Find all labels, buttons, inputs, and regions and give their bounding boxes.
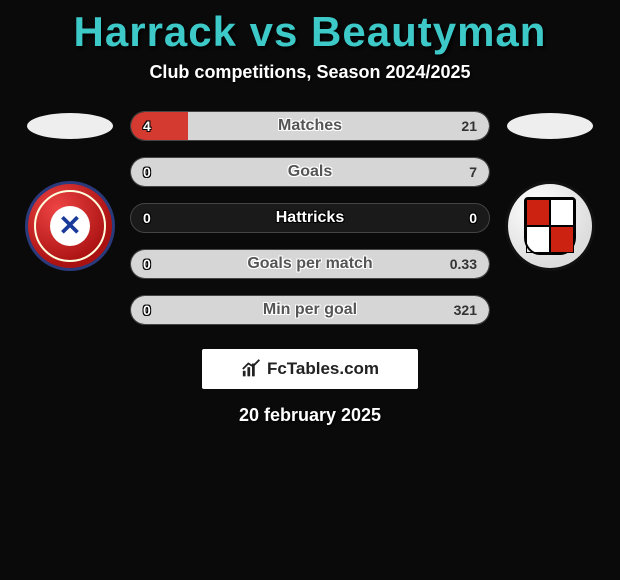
stat-label: Matches (278, 117, 342, 135)
stat-value-right: 21 (461, 118, 477, 134)
stat-label: Goals per match (247, 255, 372, 273)
stat-bar: 0 321 Min per goal (130, 295, 490, 325)
stat-value-right: 321 (454, 302, 477, 318)
stat-value-left: 0 (143, 302, 151, 318)
stat-value-right: 0.33 (450, 256, 477, 272)
stat-bars: 4 21 Matches 0 7 Goals 0 0 Hattricks 0 0.33 Goals p… (130, 111, 490, 325)
stat-value-right: 0 (469, 210, 477, 226)
subtitle: Club competitions, Season 2024/2025 (0, 62, 620, 83)
branding-badge: FcTables.com (202, 349, 418, 389)
right-flag-icon (507, 113, 593, 139)
right-player-side (490, 111, 610, 325)
stat-value-left: 4 (143, 118, 151, 134)
date-text: 20 february 2025 (0, 405, 620, 426)
stat-label: Goals (288, 163, 332, 181)
stat-label: Min per goal (263, 301, 357, 319)
chart-icon (241, 358, 263, 380)
left-flag-icon (27, 113, 113, 139)
left-club-crest-icon (25, 181, 115, 271)
stat-bar: 0 7 Goals (130, 157, 490, 187)
left-player-side (10, 111, 130, 325)
right-club-crest-icon (505, 181, 595, 271)
stat-bar: 4 21 Matches (130, 111, 490, 141)
stat-value-left: 0 (143, 210, 151, 226)
stat-bar: 0 0.33 Goals per match (130, 249, 490, 279)
stat-bar: 0 0 Hattricks (130, 203, 490, 233)
stat-label: Hattricks (276, 209, 344, 227)
comparison-content: 4 21 Matches 0 7 Goals 0 0 Hattricks 0 0.33 Goals p… (0, 111, 620, 325)
stat-fill-left (131, 112, 188, 140)
page-title: Harrack vs Beautyman (0, 0, 620, 56)
branding-text: FcTables.com (267, 359, 379, 379)
stat-value-left: 0 (143, 164, 151, 180)
stat-value-right: 7 (469, 164, 477, 180)
stat-value-left: 0 (143, 256, 151, 272)
